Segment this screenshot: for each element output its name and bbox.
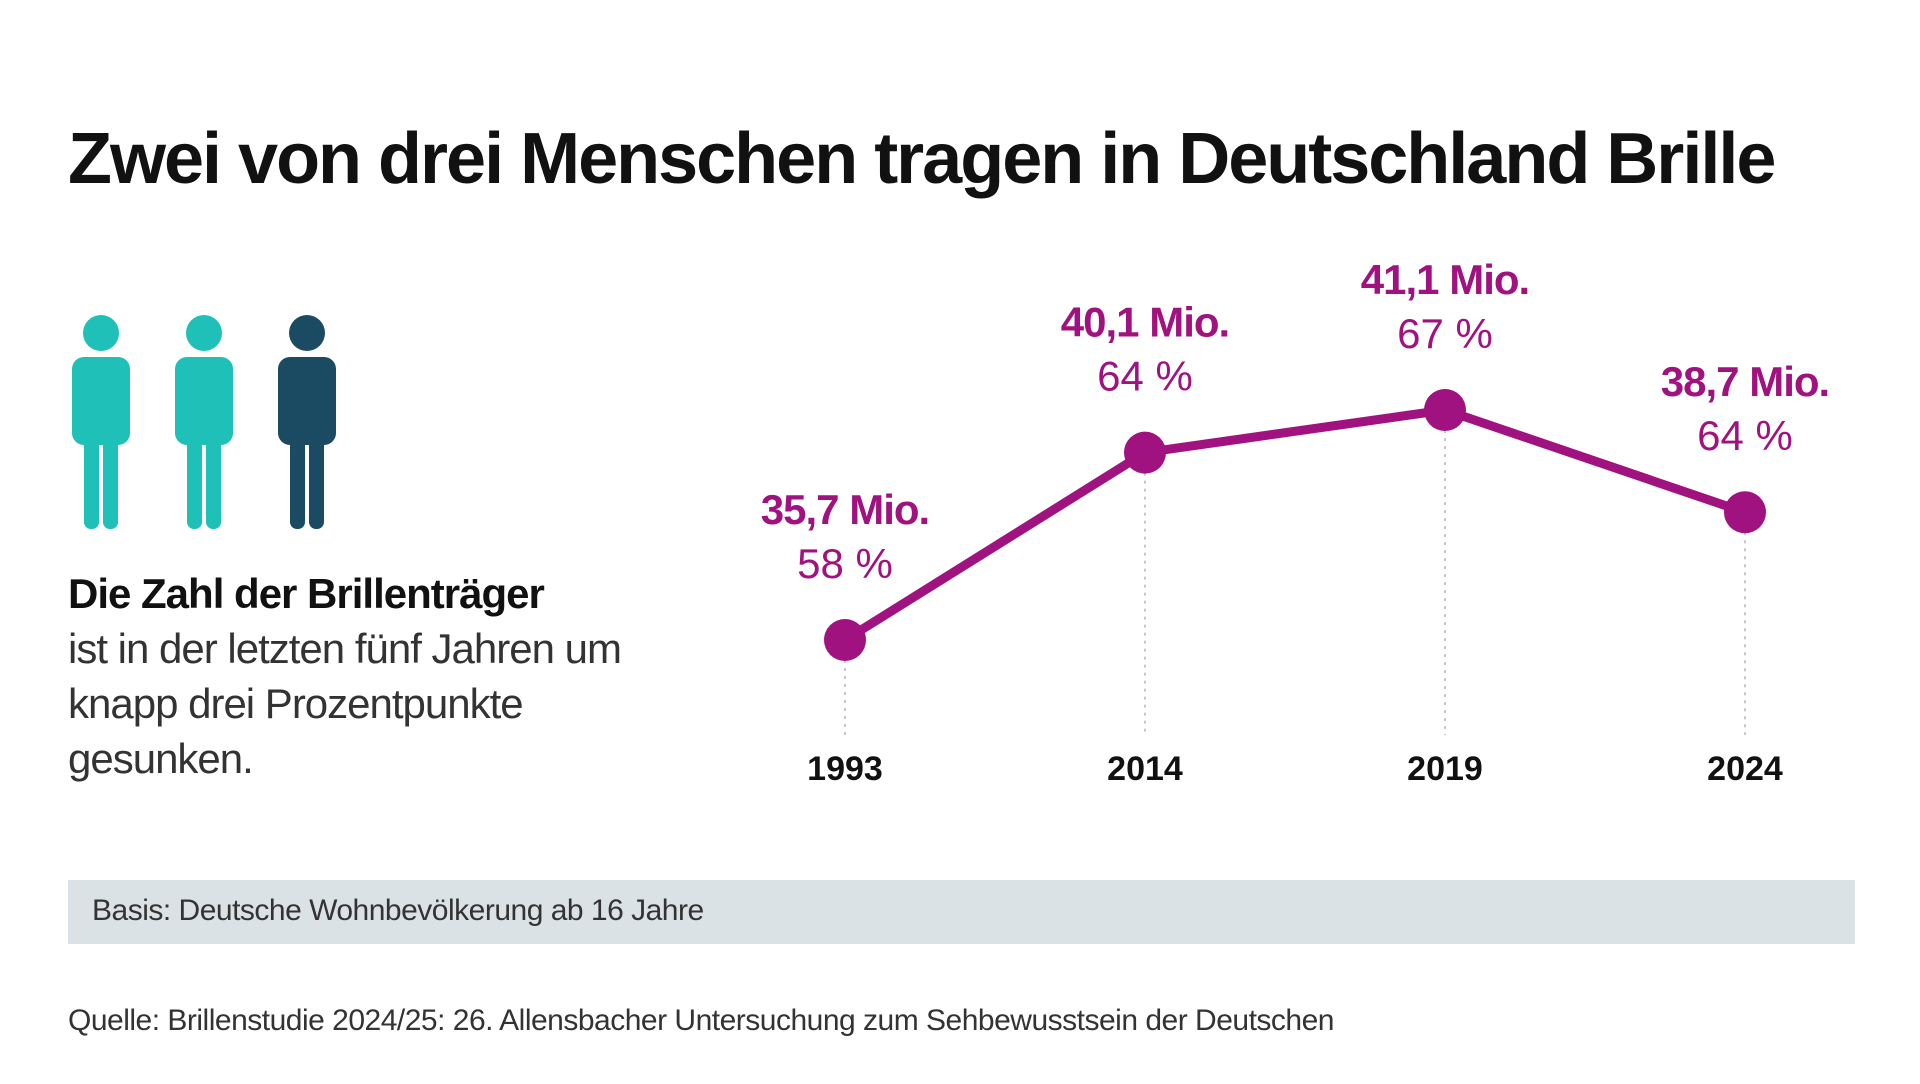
description-bold: Die Zahl der Brillenträger	[68, 570, 545, 617]
x-tick-label-2024: 2024	[1707, 750, 1783, 788]
data-point-1993	[824, 619, 866, 661]
x-tick-label-2014: 2014	[1107, 750, 1183, 788]
chart-title: Zwei von drei Menschen tragen in Deutsch…	[68, 119, 1776, 199]
basis-text: Basis: Deutsche Wohnbevölkerung ab 16 Ja…	[92, 894, 704, 927]
series-line	[840, 405, 1750, 645]
value-label-1993: 35,7 Mio.	[761, 486, 929, 533]
percent-label-2014: 64 %	[1097, 353, 1193, 400]
x-tick-label-2019: 2019	[1407, 750, 1483, 788]
percent-label-1993: 58 %	[797, 540, 893, 587]
data-point-2019	[1424, 389, 1466, 431]
source-note: Quelle: Brillenstudie 2024/25: 26. Allen…	[68, 1004, 1334, 1037]
person-icon	[278, 315, 336, 529]
people-icons	[72, 315, 336, 529]
value-label-2014: 40,1 Mio.	[1061, 299, 1229, 346]
basis-bar: Basis: Deutsche Wohnbevölkerung ab 16 Ja…	[68, 880, 1855, 944]
percent-label-2019: 67 %	[1397, 310, 1493, 357]
data-point-2024	[1724, 491, 1766, 534]
person-icon	[72, 315, 130, 529]
percent-label-2024: 64 %	[1697, 412, 1793, 459]
description-text: ist in der letzten fünf Jahren um knapp …	[68, 625, 622, 782]
x-tick-label-1993: 1993	[807, 750, 883, 788]
person-icon	[175, 315, 233, 529]
data-point-2014	[1124, 431, 1166, 474]
value-label-2019: 41,1 Mio.	[1361, 256, 1529, 303]
value-label-2024: 38,7 Mio.	[1661, 358, 1829, 405]
description: Die Zahl der Brillenträger ist in der le…	[68, 566, 668, 786]
